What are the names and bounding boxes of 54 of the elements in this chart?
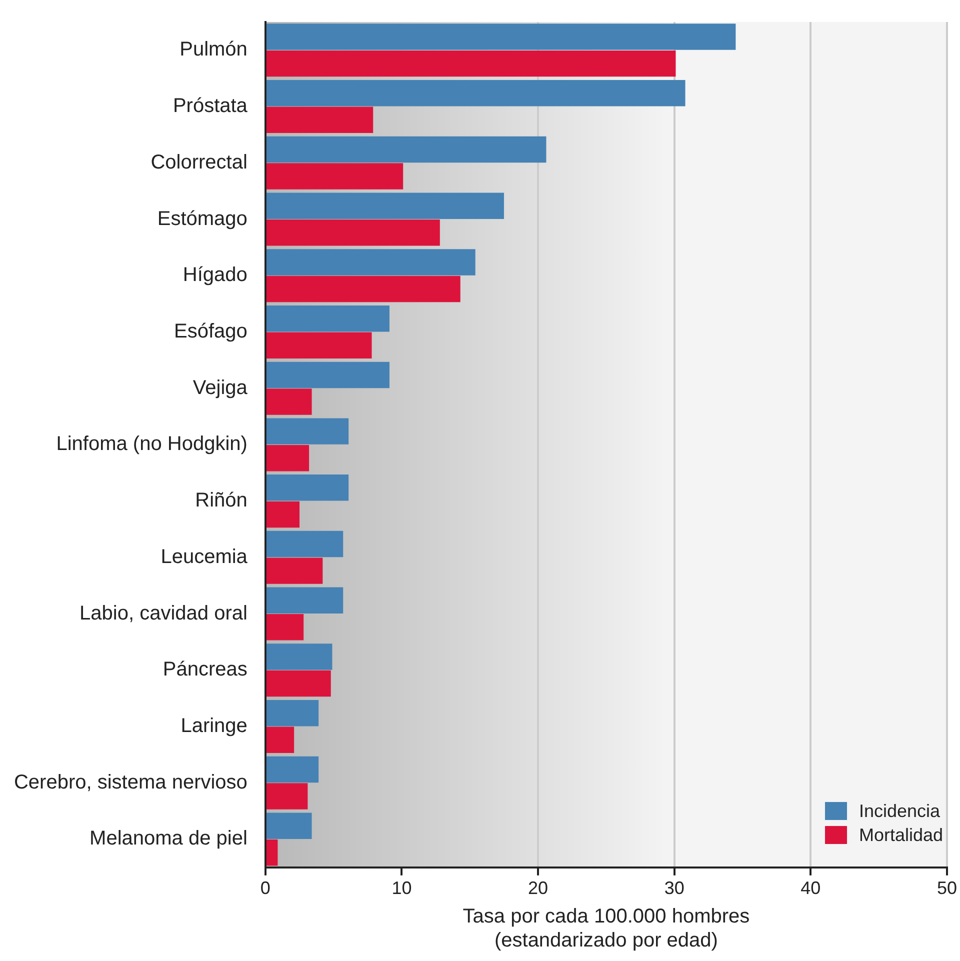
y-tick-label: Melanoma de piel (90, 828, 248, 850)
bar (266, 839, 278, 866)
y-tick-label: Labio, cavidad oral (80, 602, 248, 624)
legend-label: Incidencia (858, 800, 940, 822)
bar (266, 726, 294, 754)
legend-label: Mortalidad (858, 824, 944, 846)
y-tick-label: Vejiga (192, 376, 248, 399)
y-tick-label: Leucemia (160, 546, 248, 568)
bar (266, 474, 349, 501)
y-tick-label: Cerebro, sistema nervioso (14, 771, 248, 794)
bar (266, 501, 300, 528)
bar (266, 24, 736, 50)
bar (266, 783, 308, 810)
x-tick-label: 40 (800, 878, 821, 898)
bar (266, 106, 374, 134)
y-tick-label: Hígado (182, 264, 248, 286)
bar (266, 700, 319, 726)
bar (266, 50, 676, 77)
bar (266, 418, 349, 444)
bar (266, 192, 504, 219)
y-tick-label: Esófago (174, 320, 248, 342)
y-tick-label: Páncreas (162, 658, 248, 681)
bar (266, 388, 312, 415)
y-tick-label: Próstata (172, 95, 248, 118)
bar (266, 249, 476, 276)
bar (266, 163, 404, 190)
bar (266, 80, 686, 106)
bar (266, 220, 440, 246)
y-tick-label: Linfoma (no Hodgkin) (56, 433, 248, 456)
bar (266, 644, 332, 670)
y-tick-label: Colorrectal (150, 151, 248, 174)
x-tick-label: 10 (392, 878, 412, 898)
bar (266, 614, 304, 640)
x-tick-label: 30 (664, 878, 684, 898)
bar (266, 812, 312, 839)
y-tick-label: Pulmón (180, 38, 248, 61)
bar (266, 756, 319, 783)
bar (266, 530, 344, 558)
bar (266, 444, 310, 472)
x-tick-label: 0 (260, 878, 270, 898)
x-axis-title: Tasa por cada 100.000 hombres (estandarizado por edad) (462, 906, 750, 952)
bar (266, 362, 390, 388)
bar (266, 305, 390, 332)
bar (266, 136, 546, 163)
x-tick-label: 50 (936, 878, 958, 898)
bar (266, 558, 323, 584)
bar (266, 276, 460, 302)
bar (266, 587, 344, 614)
y-tick-label: Estómago (157, 208, 248, 230)
y-tick-label: Laringe (180, 715, 248, 738)
y-tick-label: Riñón (195, 490, 248, 512)
x-tick-label: 20 (528, 878, 548, 898)
bar (266, 332, 372, 358)
bar (266, 670, 331, 697)
